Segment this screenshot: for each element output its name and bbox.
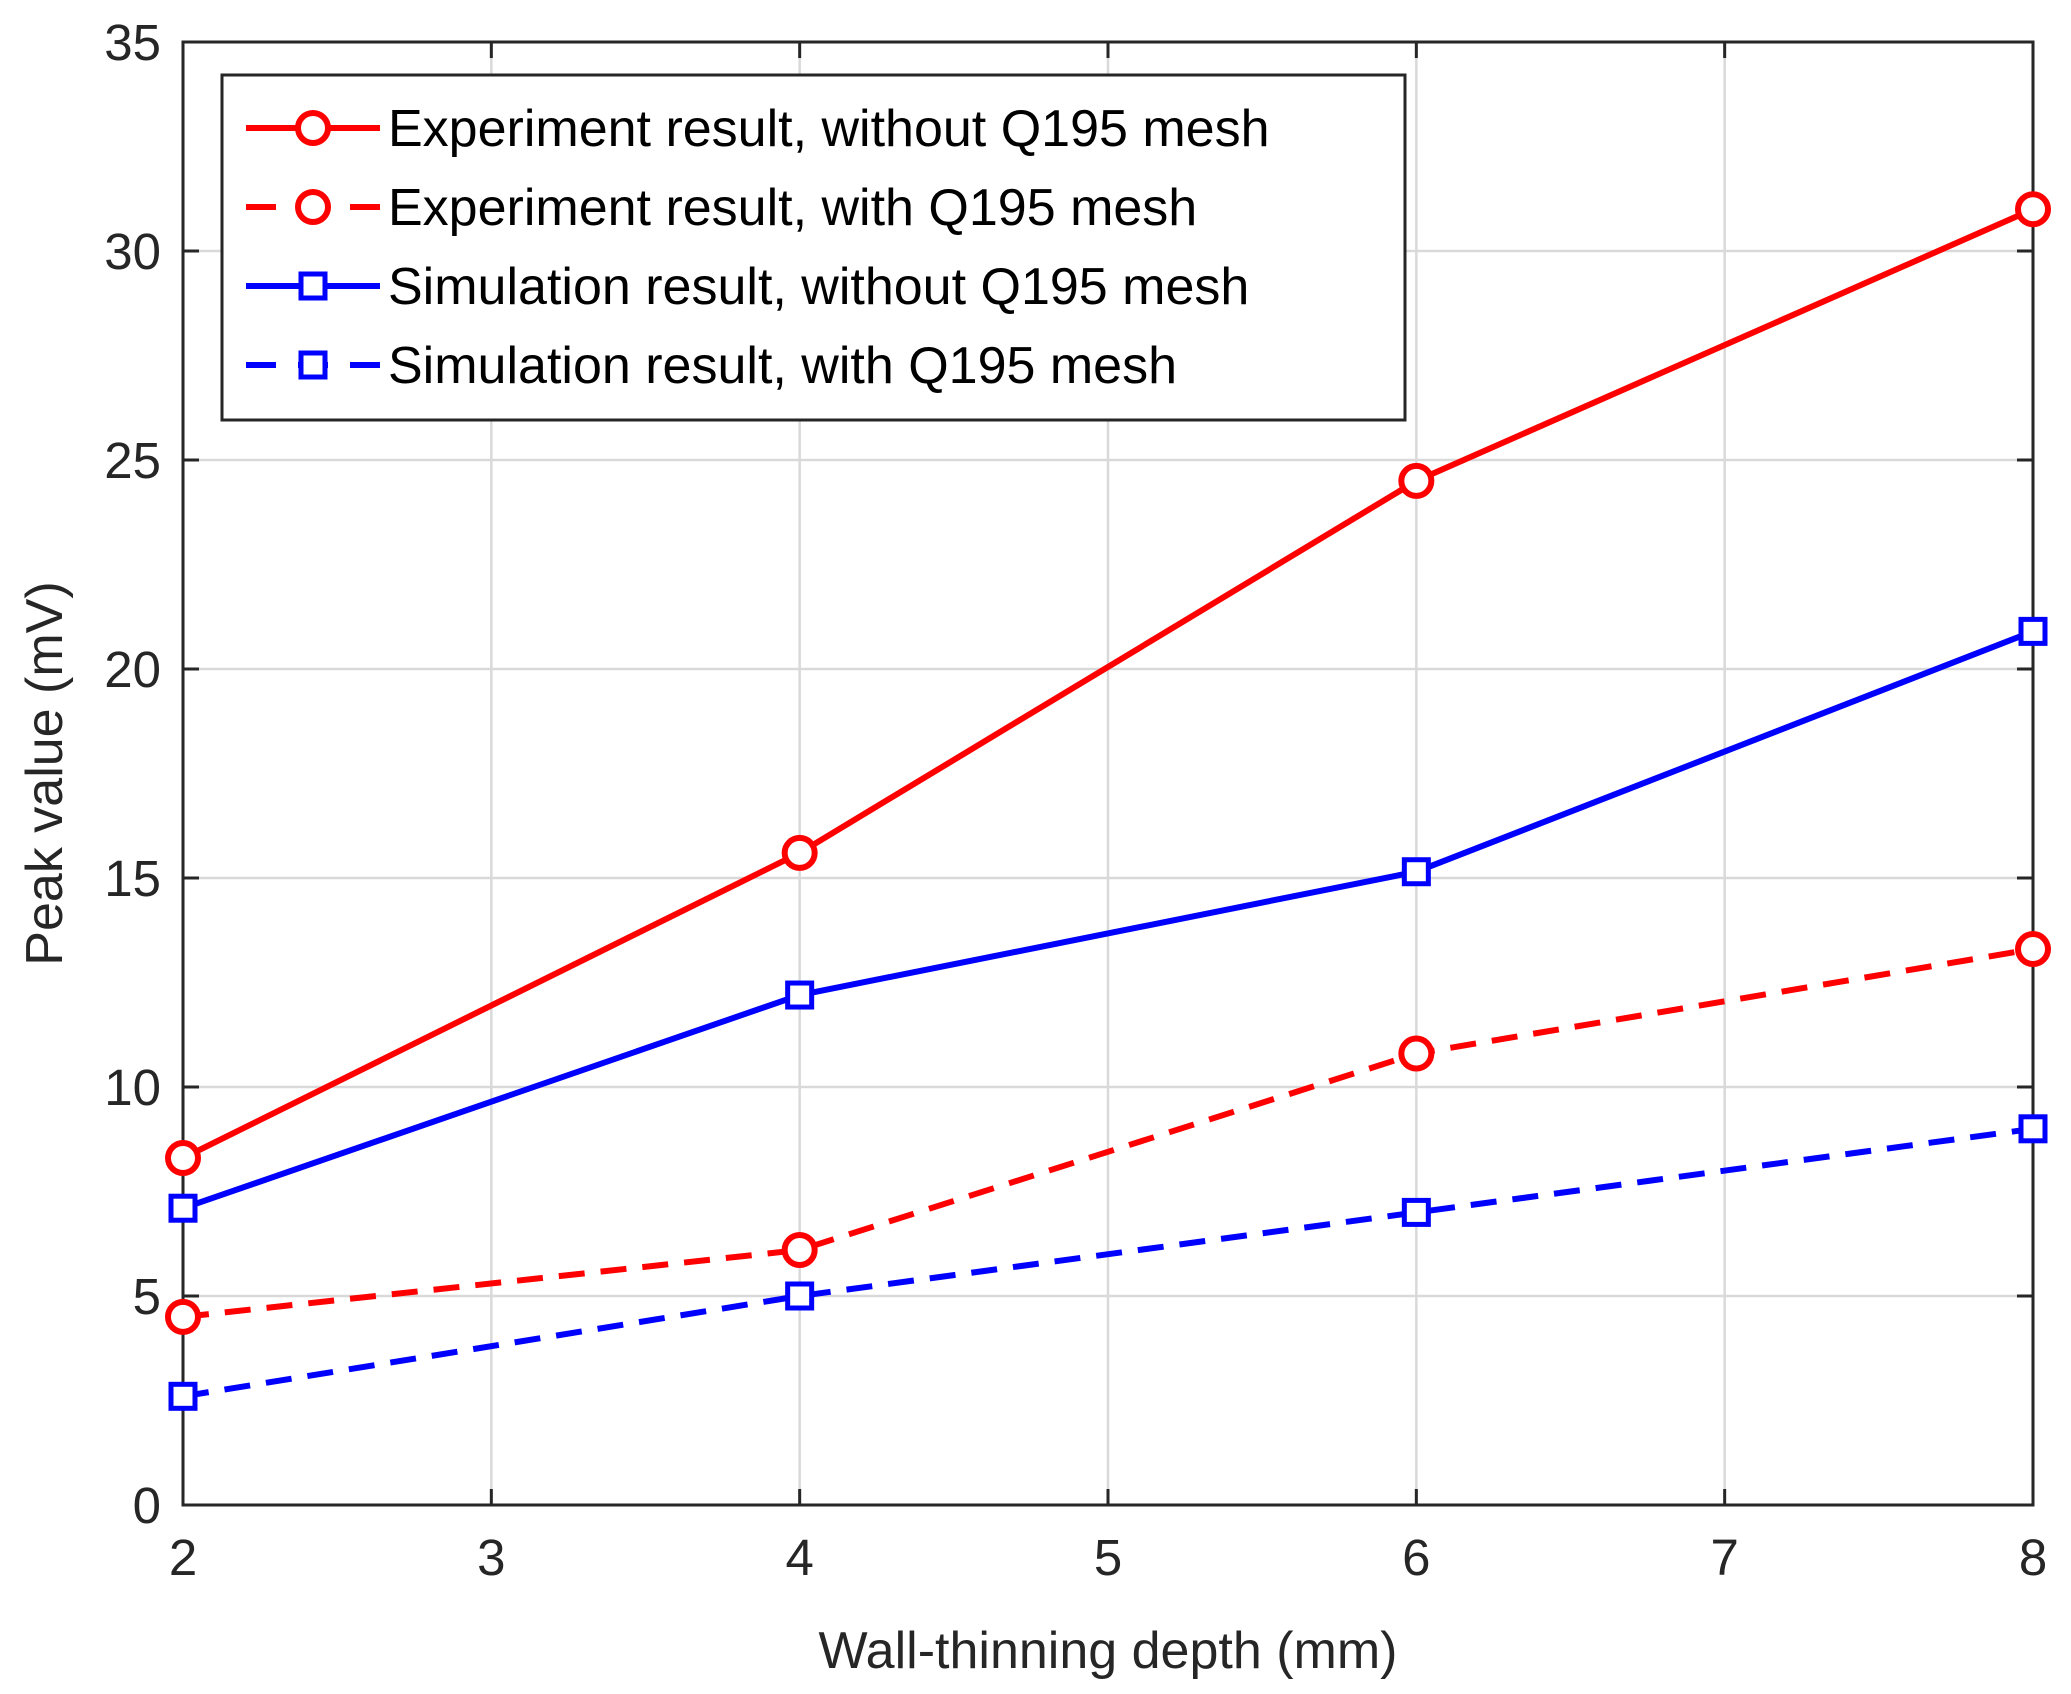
data-point: [1398, 1035, 1435, 1072]
data-point: [2015, 931, 2051, 968]
x-tick-label: 8: [2019, 1529, 2047, 1586]
x-tick-label: 5: [1094, 1529, 1122, 1586]
x-tick-label: 6: [1402, 1529, 1430, 1586]
data-point: [785, 1281, 815, 1311]
legend-label: Experiment result, with Q195 mesh: [388, 179, 1197, 237]
series-2: [165, 931, 2051, 1335]
data-point: [168, 1193, 198, 1223]
data-point: [781, 834, 818, 871]
legend-marker: [295, 189, 331, 225]
y-tick-label: 20: [104, 641, 161, 698]
data-point: [1401, 857, 1431, 887]
data-point: [165, 1298, 201, 1335]
legend-label: Simulation result, without Q195 mesh: [388, 258, 1249, 316]
y-tick-label: 10: [104, 1059, 161, 1116]
legend-entry: Experiment result, without Q195 mesh: [246, 100, 1270, 158]
tick-labels: 2 3 4 5 6 7 8 0 5 10 15 20 25 30 35: [104, 14, 2047, 1586]
legend-marker: [298, 271, 328, 301]
y-tick-label: 0: [133, 1477, 161, 1534]
data-point: [165, 1140, 201, 1177]
series-line: [182, 1125, 2034, 1400]
legend-marker: [298, 350, 328, 380]
y-tick-label: 30: [104, 223, 161, 280]
y-axis-label: Peak value (mV): [16, 581, 74, 965]
y-tick-label: 15: [104, 850, 161, 907]
axes-box: [181, 40, 2035, 1507]
data-point: [2015, 191, 2051, 228]
x-axis-label: Wall-thinning depth (mm): [819, 1622, 1398, 1680]
data-point: [168, 1381, 198, 1411]
data-point: [2018, 616, 2048, 646]
series-4: [168, 1114, 2048, 1411]
x-tick-label: 7: [1710, 1529, 1738, 1586]
data-point: [781, 1232, 818, 1269]
series-line: [182, 946, 2034, 1320]
legend-entry: Simulation result, without Q195 mesh: [246, 258, 1249, 316]
series-line: [182, 628, 2035, 1212]
legend: Experiment result, without Q195 mesh Expe…: [220, 73, 1407, 422]
x-tick-label: 2: [169, 1529, 197, 1586]
x-tick-label: 4: [785, 1529, 813, 1586]
y-tick-label: 35: [104, 14, 161, 71]
legend-marker: [295, 110, 331, 146]
series-group: [165, 191, 2051, 1411]
data-point: [1398, 462, 1435, 499]
legend-entry: Experiment result, with Q195 mesh: [246, 179, 1197, 237]
series-1: [165, 191, 2051, 1177]
legend-label: Simulation result, with Q195 mesh: [388, 337, 1177, 395]
data-point: [785, 980, 815, 1010]
series-3: [168, 616, 2048, 1223]
legend-box: [220, 73, 1407, 422]
legend-entry: Simulation result, with Q195 mesh: [246, 337, 1177, 395]
legend-label: Experiment result, without Q195 mesh: [388, 100, 1270, 158]
data-point: [2018, 1114, 2048, 1144]
x-tick-label: 3: [477, 1529, 505, 1586]
data-point: [1401, 1197, 1431, 1227]
y-tick-label: 5: [133, 1268, 161, 1325]
y-tick-label: 25: [104, 432, 161, 489]
series-line: [181, 206, 2035, 1161]
